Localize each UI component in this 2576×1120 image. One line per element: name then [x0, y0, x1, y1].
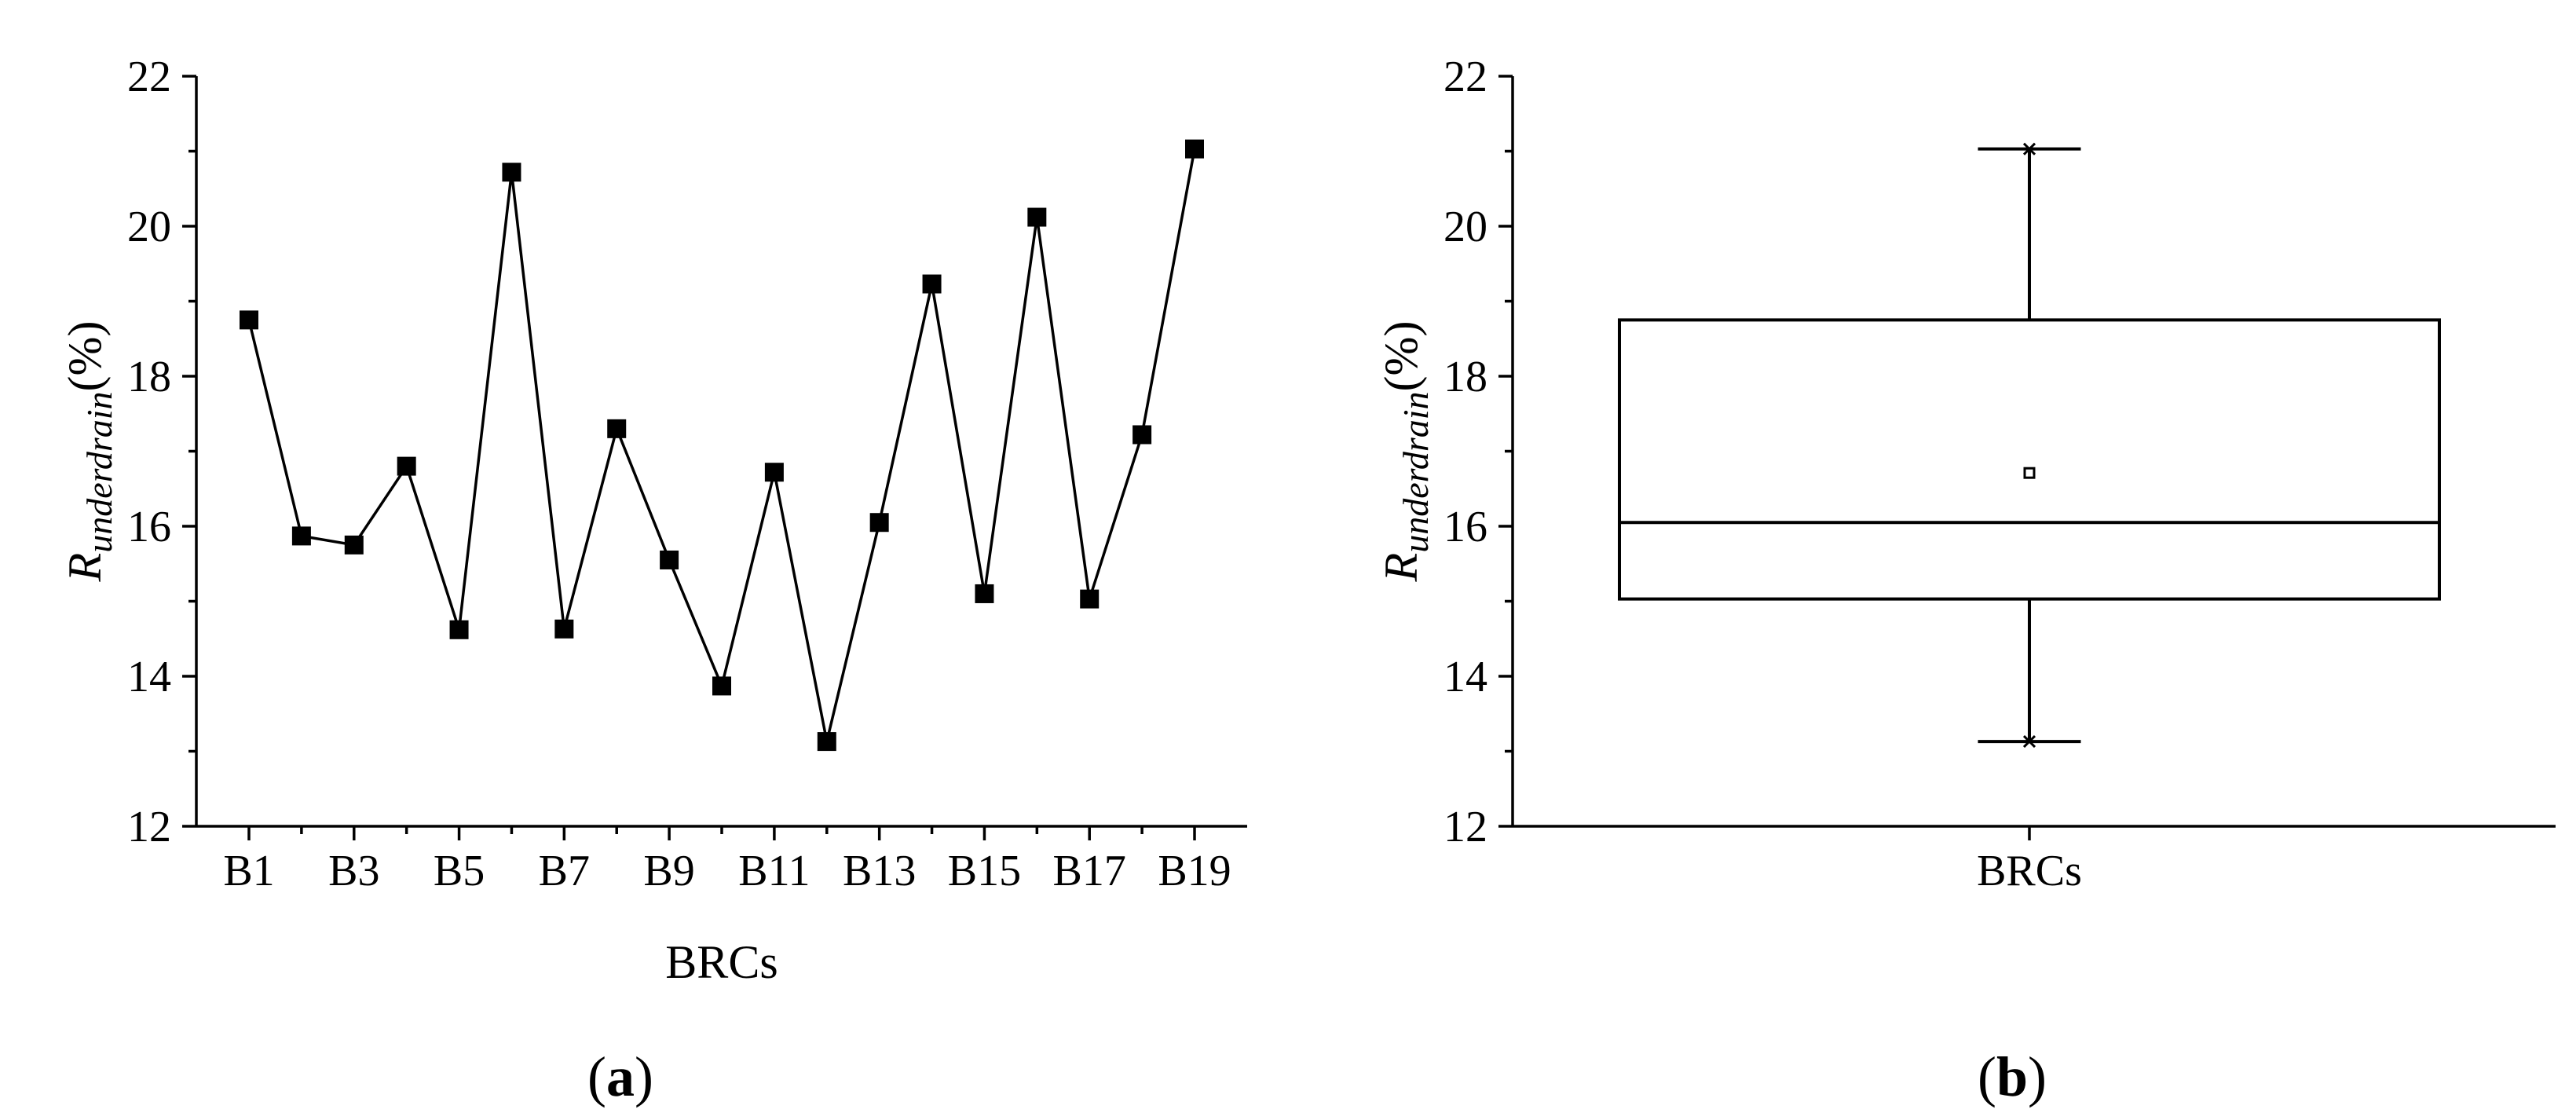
panel-a-point-B18 — [1132, 425, 1152, 445]
panel-a-x-ticks: B1 B3 B5 B7 B9 B11 B13 B15 B17 B19 — [223, 826, 1231, 895]
panel-a-y-tick-label: 18 — [127, 353, 171, 401]
panel-b-box-chart: 12 14 16 18 20 22 BRCs Runderdrain(%) (b) — [1375, 53, 2556, 1108]
panel-a-point-B5 — [449, 620, 469, 639]
panel-b-y-tick-label: 12 — [1444, 803, 1487, 851]
panel-a-x-tick-label: B3 — [328, 847, 379, 895]
panel-a-point-B8 — [607, 419, 627, 438]
panel-a-point-B4 — [397, 456, 416, 476]
panel-b-y-ticks: 12 14 16 18 20 22 — [1444, 53, 1513, 851]
panel-a-y-axis-title: Runderdrain(%) — [59, 321, 119, 583]
panel-a-y-tick-label: 20 — [127, 203, 171, 251]
panel-a-y-axis-title-base: R — [59, 553, 111, 583]
panel-b-y-tick-label: 16 — [1444, 503, 1487, 551]
panel-a-y-tick-label: 22 — [127, 53, 171, 101]
panel-a-markers — [240, 139, 1204, 752]
panel-a-axes — [195, 76, 1247, 828]
panel-a-point-B19 — [1185, 139, 1204, 159]
panel-a-point-B6 — [502, 163, 521, 182]
panel-b-y-axis-title-base: R — [1375, 553, 1427, 583]
panel-a-x-tick-label: B11 — [738, 847, 810, 895]
panel-b-iqr-box — [1618, 318, 2441, 601]
panel-b-box-plot — [1618, 142, 2441, 840]
panel-b-y-axis-title-subscript: underdrain — [1396, 392, 1436, 553]
panel-a-point-B11 — [764, 463, 784, 482]
panel-a-label: (a) — [587, 1045, 653, 1108]
panel-a-y-ticks: 12 14 16 18 20 22 — [127, 53, 196, 851]
panel-a-x-tick-label: B19 — [1158, 847, 1231, 895]
panel-a-point-B10 — [712, 676, 731, 696]
panel-b-label-letter: b — [1996, 1045, 2028, 1108]
panel-a-point-B17 — [1080, 589, 1100, 609]
panel-a-x-tick-label: B1 — [223, 847, 274, 895]
panel-a-x-tick-label: B17 — [1053, 847, 1126, 895]
panel-b-axes — [1511, 76, 2556, 828]
panel-a-x-tick-label: B13 — [843, 847, 916, 895]
panel-a-point-B3 — [344, 535, 364, 555]
panel-a-y-axis-title-subscript: underdrain — [79, 392, 119, 553]
panel-a-point-B1 — [240, 310, 258, 330]
panel-a-x-axis-title: BRCs — [665, 936, 778, 988]
panel-b-y-tick-label: 14 — [1444, 653, 1487, 701]
panel-a-x-tick-label: B9 — [643, 847, 694, 895]
panel-b-mean-marker — [2023, 467, 2036, 479]
panel-a-point-B13 — [869, 513, 889, 533]
panel-b-y-tick-label: 18 — [1444, 353, 1487, 401]
panel-b-min-marker — [2022, 735, 2036, 748]
panel-a-point-B15 — [975, 584, 994, 603]
panel-a-point-B7 — [554, 619, 574, 639]
panel-a-x-tick-label: B7 — [539, 847, 590, 895]
panel-a-y-tick-label: 14 — [127, 653, 171, 701]
panel-b-y-axis-title-unit: (%) — [1375, 321, 1427, 392]
panel-a-point-B14 — [922, 274, 942, 294]
panel-a-label-letter: a — [606, 1045, 635, 1108]
panel-b-y-tick-label: 22 — [1444, 53, 1487, 101]
panel-b-y-tick-label: 20 — [1444, 203, 1487, 251]
panel-a-point-B12 — [817, 732, 836, 752]
panel-a-line-chart: 12 14 16 18 20 22 B1 B3 B5 B7 B9 B11 B13 B15 B17 B19 B… — [59, 53, 1247, 1108]
panel-b-y-axis-title: Runderdrain(%) — [1375, 321, 1436, 583]
panel-a-y-tick-label: 16 — [127, 503, 171, 551]
panel-a-point-B2 — [291, 526, 311, 546]
panel-a-x-tick-label: B15 — [948, 847, 1021, 895]
panel-a-y-axis-title-unit: (%) — [59, 321, 111, 392]
panel-a-point-B16 — [1027, 207, 1047, 227]
panel-a-y-tick-label: 12 — [127, 803, 171, 851]
panel-a-point-B9 — [660, 550, 679, 569]
panel-b-label: (b) — [1978, 1045, 2047, 1108]
panel-a-x-tick-label: B5 — [434, 847, 485, 895]
panel-a-series-line — [247, 148, 1196, 742]
panel-b-max-marker — [2022, 142, 2036, 156]
panel-b-x-category-label: BRCs — [1977, 847, 2082, 895]
